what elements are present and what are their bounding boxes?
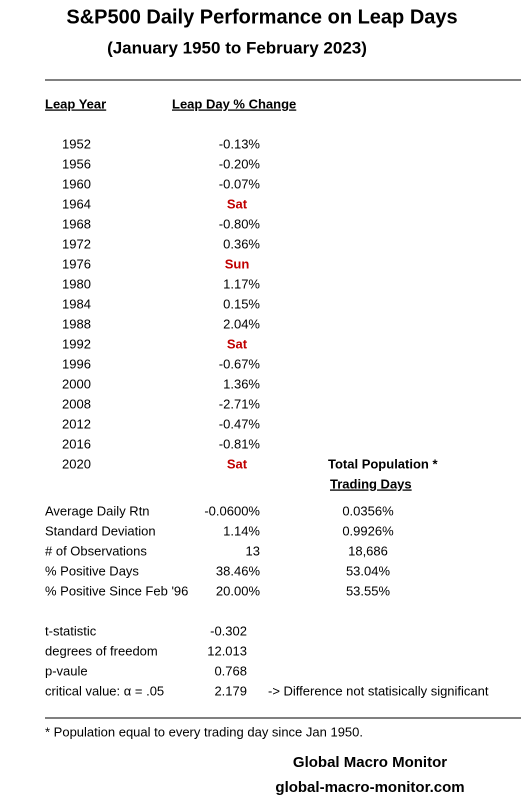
- title: S&P500 Daily Performance on Leap Days: [66, 6, 457, 28]
- stat-population-value: 53.04%: [346, 563, 391, 578]
- stat-population-value: 18,686: [348, 543, 388, 558]
- footer-url: global-macro-monitor.com: [275, 779, 464, 796]
- stat-label: Average Daily Rtn: [45, 503, 150, 518]
- stat-label: Standard Deviation: [45, 523, 156, 538]
- stat-leap-value: -0.0600%: [204, 503, 260, 518]
- leap-year: 2000: [62, 376, 91, 391]
- test-value: 2.179: [214, 683, 247, 698]
- leap-year: 2020: [62, 456, 91, 471]
- page: {"header": {"title": "S&P500 Daily Perfo…: [0, 0, 529, 800]
- test-label: t-statistic: [45, 623, 97, 638]
- leap-day-change: 0.36%: [223, 236, 260, 251]
- stat-leap-value: 1.14%: [223, 523, 260, 538]
- column-header: Leap Day % Change: [172, 96, 296, 111]
- stat-population-value: 0.0356%: [342, 503, 394, 518]
- leap-year: 1976: [62, 256, 91, 271]
- leap-year: 1988: [62, 316, 91, 331]
- leap-year: 2012: [62, 416, 91, 431]
- leap-year: 1996: [62, 356, 91, 371]
- leap-year: 1972: [62, 236, 91, 251]
- leap-year: 1952: [62, 136, 91, 151]
- stat-label: % Positive Since Feb '96: [45, 583, 188, 598]
- non-trading-day: Sat: [227, 196, 248, 211]
- leap-day-change: -2.71%: [219, 396, 261, 411]
- leap-year: 2008: [62, 396, 91, 411]
- leap-year: 1980: [62, 276, 91, 291]
- test-value: 12.013: [207, 643, 247, 658]
- leap-day-change: -0.81%: [219, 436, 261, 451]
- test-note: -> Difference not statisically significa…: [268, 683, 489, 698]
- non-trading-day: Sat: [227, 336, 248, 351]
- subtitle: (January 1950 to February 2023): [107, 38, 367, 57]
- leap-year: 1984: [62, 296, 91, 311]
- leap-day-change: -0.07%: [219, 176, 261, 191]
- test-value: 0.768: [214, 663, 247, 678]
- test-value: -0.302: [210, 623, 247, 638]
- leap-year: 1960: [62, 176, 91, 191]
- leap-year: 1956: [62, 156, 91, 171]
- non-trading-day: Sat: [227, 456, 248, 471]
- column-header: Leap Year: [45, 96, 106, 111]
- leap-year: 1968: [62, 216, 91, 231]
- leap-day-change: 0.15%: [223, 296, 260, 311]
- stat-leap-value: 13: [246, 543, 260, 558]
- stat-population-value: 0.9926%: [342, 523, 394, 538]
- leap-day-change: 2.04%: [223, 316, 260, 331]
- stat-leap-value: 20.00%: [216, 583, 261, 598]
- leap-day-change: -0.20%: [219, 156, 261, 171]
- leap-day-change: -0.80%: [219, 216, 261, 231]
- test-label: critical value: α = .05: [45, 683, 164, 698]
- leap-day-change: -0.47%: [219, 416, 261, 431]
- leap-day-change: 1.36%: [223, 376, 260, 391]
- leap-day-change: -0.13%: [219, 136, 261, 151]
- leap-year: 1964: [62, 196, 91, 211]
- leap-day-change: 1.17%: [223, 276, 260, 291]
- leap-year: 2016: [62, 436, 91, 451]
- test-label: p-vaule: [45, 663, 88, 678]
- stat-leap-value: 38.46%: [216, 563, 261, 578]
- test-label: degrees of freedom: [45, 643, 158, 658]
- document: S&P500 Daily Performance on Leap Days (J…: [0, 0, 529, 800]
- leap-day-change: -0.67%: [219, 356, 261, 371]
- footnote: * Population equal to every trading day …: [45, 724, 363, 739]
- population-header: Total Population *: [328, 456, 438, 471]
- stat-population-value: 53.55%: [346, 583, 391, 598]
- stat-label: # of Observations: [45, 543, 147, 558]
- population-header: Trading Days: [330, 476, 412, 491]
- stat-label: % Positive Days: [45, 563, 139, 578]
- footer-name: Global Macro Monitor: [293, 754, 447, 771]
- leap-year: 1992: [62, 336, 91, 351]
- non-trading-day: Sun: [225, 256, 250, 271]
